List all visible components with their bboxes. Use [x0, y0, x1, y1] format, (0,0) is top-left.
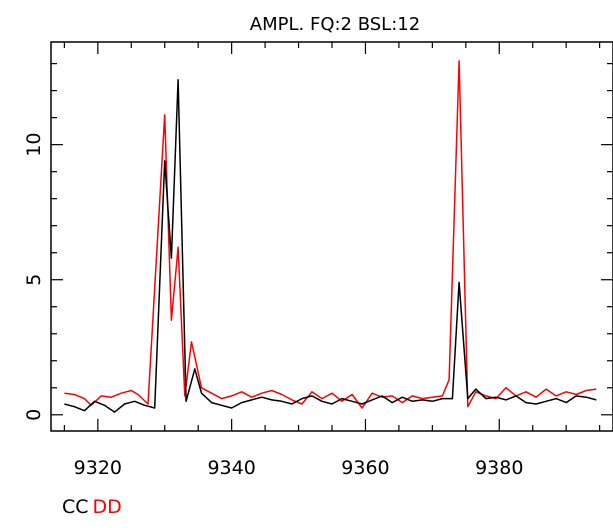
- plot-frame: [50, 41, 613, 432]
- y-tick-label: 10: [23, 133, 45, 157]
- x-tick-label: 9340: [207, 457, 255, 479]
- legend: CC DD: [62, 496, 126, 518]
- x-tick-label: 9320: [74, 457, 122, 479]
- series-lines: [64, 60, 597, 413]
- chart-title: AMPL. FQ:2 BSL:12: [250, 14, 420, 35]
- axis-tick-labels: 9320 9340 9360 9380 0 5 10: [23, 133, 523, 479]
- legend-entry-cc: CC: [62, 496, 89, 518]
- y-tick-label: 5: [23, 274, 45, 286]
- series-line-dd: [64, 60, 597, 409]
- x-tick-label: 9360: [341, 457, 389, 479]
- y-tick-label: 0: [23, 409, 45, 421]
- x-tick-label: 9380: [475, 457, 523, 479]
- series-line-cc: [64, 79, 597, 413]
- axis-ticks: [51, 42, 613, 431]
- legend-entry-dd: DD: [92, 496, 122, 518]
